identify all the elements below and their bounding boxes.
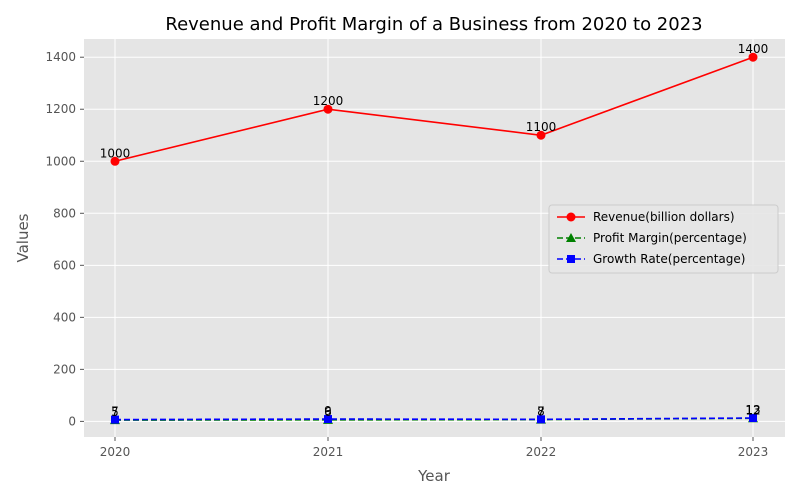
series-layer — [110, 52, 758, 425]
axis-ticks: 0 200 400 600 800 1000 1200 1400 2020 2021 2022 202… — [45, 50, 768, 459]
data-label: 6 — [324, 405, 332, 419]
series-line-0 — [114, 56, 754, 163]
legend-entry: Profit Margin(percentage) — [557, 231, 747, 245]
data-label: 7 — [111, 405, 119, 419]
series-2-point — [749, 414, 757, 423]
data-label: 8 — [537, 404, 545, 418]
legend-label: Profit Margin(percentage) — [593, 231, 747, 245]
data-labels: 1000 1200 1100 1400 5 6 7 12 7 9 8 13 — [100, 42, 769, 419]
series-0-point — [536, 130, 546, 140]
series-line-2 — [114, 417, 754, 421]
x-axis-label: Year — [417, 467, 451, 485]
legend-marker — [567, 255, 575, 263]
x-tick-label: 2023 — [738, 445, 769, 459]
y-tick-label: 0 — [68, 414, 76, 428]
series-0-point — [748, 52, 758, 62]
y-tick-label: 1000 — [45, 154, 76, 168]
x-tick-label: 2021 — [313, 445, 344, 459]
data-label: 9 — [324, 404, 332, 418]
data-label: 1200 — [313, 94, 344, 108]
y-tick-label: 1200 — [45, 102, 76, 116]
legend-marker — [566, 212, 576, 222]
data-label: 5 — [111, 405, 119, 419]
data-label: 7 — [537, 405, 545, 419]
data-label: 13 — [745, 403, 760, 417]
data-label: 1100 — [526, 120, 557, 134]
series-0-point — [323, 104, 333, 114]
legend-box — [548, 204, 779, 274]
y-tick-label: 600 — [53, 258, 76, 272]
legend-label: Growth Rate(percentage) — [593, 252, 745, 266]
data-label: 1400 — [738, 42, 769, 56]
data-label: 12 — [745, 403, 760, 417]
y-axis-label: Values — [14, 213, 32, 262]
legend-label: Revenue(billion dollars) — [593, 210, 735, 224]
series-2-point — [537, 415, 545, 424]
x-tick-label: 2022 — [526, 445, 557, 459]
legend-entry: Revenue(billion dollars) — [557, 210, 735, 224]
chart-title: Revenue and Profit Margin of a Business … — [165, 14, 702, 35]
y-tick-label: 400 — [53, 310, 76, 324]
y-tick-label: 200 — [53, 362, 76, 376]
y-tick-label: 1400 — [45, 50, 76, 64]
y-tick-label: 800 — [53, 206, 76, 220]
series-2-point — [324, 415, 332, 424]
grid-lines — [84, 39, 785, 437]
legend-marker — [566, 233, 576, 242]
data-label: 1000 — [100, 146, 131, 160]
series-0-point — [110, 156, 120, 166]
x-tick-label: 2020 — [100, 445, 131, 459]
series-2-point — [111, 415, 119, 424]
legend-entry: Growth Rate(percentage) — [557, 252, 745, 266]
legend: Revenue(billion dollars) Profit Margin(pe… — [548, 204, 779, 274]
